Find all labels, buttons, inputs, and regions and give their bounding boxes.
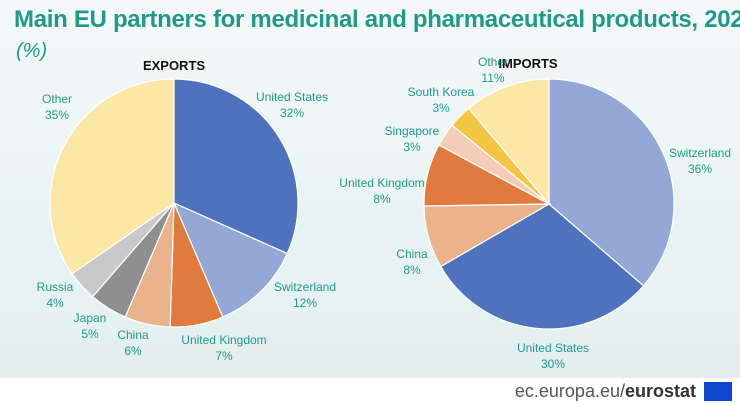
footer-site: ec.europa.eu/ — [514, 381, 625, 401]
exports-slice-other — [49, 78, 175, 275]
exports-pie: EXPORTS United States 32% Switzerland 12% Uni… — [37, 58, 336, 363]
exports-label-united-kingdom: United Kingdom — [181, 333, 266, 347]
exports-value-russia: 4% — [46, 296, 64, 310]
imports-slice-united-states — [439, 203, 645, 330]
exports-value-japan: 5% — [81, 327, 99, 341]
imports-value-singapore: 3% — [403, 140, 421, 154]
imports-value-united-kingdom: 8% — [373, 192, 391, 206]
imports-label-singapore: Singapore — [385, 124, 440, 138]
chart-subtitle: (%) — [16, 40, 48, 62]
imports-pie: IMPORTS Switzerland 36% United States 30% Chi… — [339, 55, 731, 371]
exports-label-switzerland: Switzerland — [274, 280, 336, 294]
imports-label-united-states: United States — [517, 341, 589, 355]
exports-value-united-kingdom: 7% — [215, 349, 233, 363]
imports-label-china: China — [396, 247, 428, 261]
imports-value-south-korea: 3% — [432, 101, 450, 115]
exports-label-other: Other — [42, 92, 72, 106]
eu-flag-icon — [704, 382, 732, 401]
imports-value-switzerland: 36% — [688, 162, 712, 176]
imports-label-other: Other — [478, 55, 508, 69]
imports-slice-other — [467, 78, 550, 206]
exports-value-united-states: 32% — [280, 106, 304, 120]
exports-value-china: 6% — [124, 344, 142, 358]
exports-label-japan: Japan — [74, 311, 107, 325]
exports-value-other: 35% — [45, 108, 69, 122]
imports-pie-title: IMPORTS — [498, 56, 558, 71]
imports-slice-switzerland — [548, 78, 675, 287]
exports-slice-switzerland — [172, 201, 289, 318]
pie-charts: EXPORTS United States 32% Switzerland 12% Uni… — [37, 55, 731, 371]
imports-value-china: 8% — [403, 263, 421, 277]
footer-bar — [0, 378, 740, 405]
imports-label-south-korea: South Korea — [408, 85, 475, 99]
exports-label-united-states: United States — [256, 90, 328, 104]
exports-label-china: China — [117, 328, 149, 342]
exports-pie-title: EXPORTS — [143, 58, 205, 73]
footer-brand: eurostat — [624, 381, 696, 401]
footer-source: ec.europa.eu/eurostat — [515, 381, 696, 402]
exports-value-switzerland: 12% — [293, 296, 317, 310]
imports-value-other: 11% — [481, 71, 504, 85]
imports-label-switzerland: Switzerland — [669, 146, 731, 160]
exports-slice-united-states — [173, 78, 299, 255]
exports-label-russia: Russia — [37, 280, 74, 294]
imports-value-united-states: 30% — [541, 357, 565, 371]
chart-title: Main EU partners for medicinal and pharm… — [14, 6, 740, 33]
imports-label-united-kingdom: United Kingdom — [339, 176, 424, 190]
